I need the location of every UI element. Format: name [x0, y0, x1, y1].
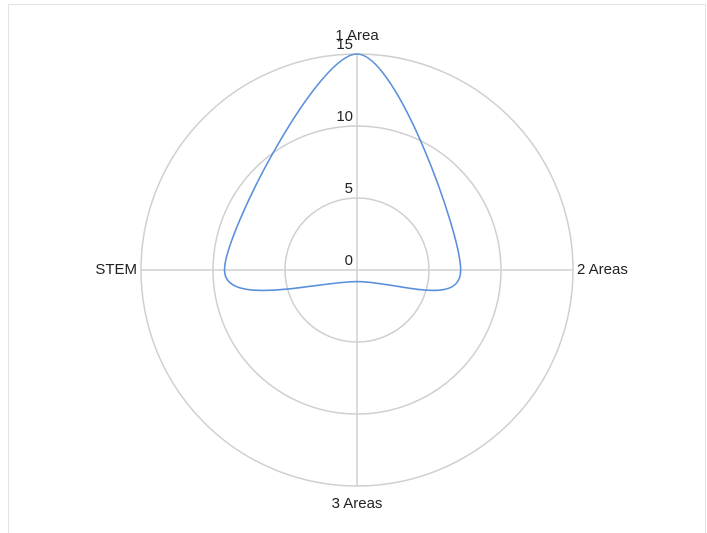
frame	[8, 4, 706, 533]
grid-ring	[212, 125, 502, 415]
category-label: STEM	[95, 261, 137, 278]
r-tick-label: 10	[336, 108, 353, 125]
radar-line	[223, 53, 462, 292]
r-tick-label: 0	[345, 252, 353, 269]
category-label: 3 Areas	[332, 495, 383, 512]
grid-ring	[284, 197, 430, 343]
category-label: 1 Area	[335, 27, 379, 44]
category-label: 2 Areas	[577, 261, 628, 278]
r-tick-label: 15	[336, 36, 353, 53]
r-tick-label: 5	[345, 180, 353, 197]
